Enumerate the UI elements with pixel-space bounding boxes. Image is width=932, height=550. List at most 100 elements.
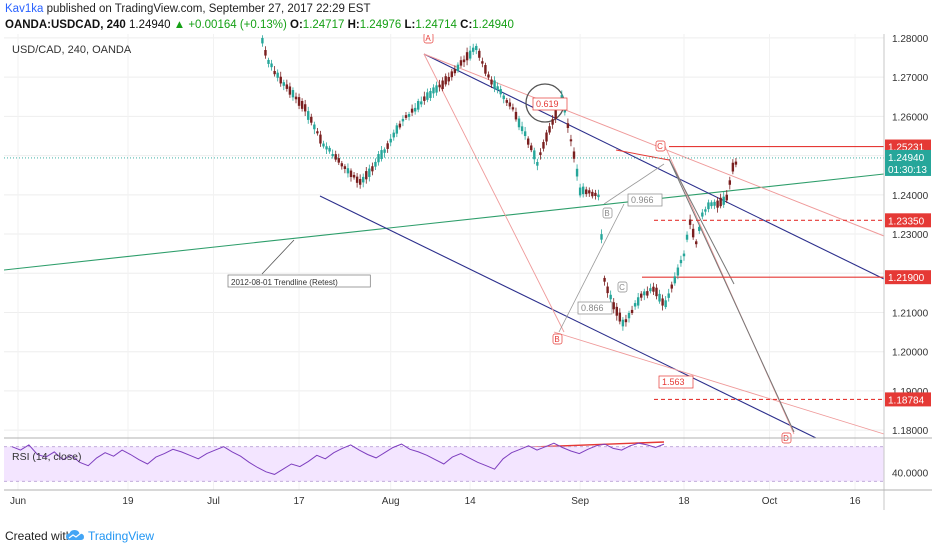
candle-body bbox=[612, 302, 615, 310]
trendline-2012 bbox=[3, 173, 885, 271]
last-price: 1.24940 bbox=[128, 19, 171, 31]
candle-body bbox=[279, 76, 282, 84]
candle-body bbox=[673, 276, 677, 284]
wave-label: B bbox=[554, 335, 559, 344]
candle-body bbox=[548, 126, 551, 133]
candle-body bbox=[432, 87, 435, 94]
candle-body bbox=[603, 277, 606, 282]
price-level-tag bbox=[885, 213, 931, 228]
candle-body bbox=[517, 118, 521, 128]
candle-body bbox=[679, 259, 683, 264]
candle-body bbox=[545, 132, 548, 142]
candle-body bbox=[728, 180, 732, 185]
candle-body bbox=[303, 104, 307, 112]
candle-body bbox=[346, 168, 350, 174]
candle-body bbox=[435, 85, 438, 93]
chart-title: USD/CAD, 240, OANDA bbox=[12, 44, 132, 56]
ohlc-line: OANDA:USDCAD, 240 1.24940 ▲ +0.00164 (+0… bbox=[5, 19, 514, 31]
open-value: 1.24717 bbox=[302, 19, 345, 31]
candle-body bbox=[578, 187, 582, 196]
candle-body bbox=[713, 201, 716, 206]
price-tick-label: 1.26000 bbox=[892, 112, 929, 123]
candle-body bbox=[423, 96, 426, 101]
candle-body bbox=[322, 143, 325, 147]
candle-body bbox=[646, 291, 649, 296]
tradingview-link[interactable]: TradingView bbox=[88, 529, 155, 543]
candle-body bbox=[313, 124, 316, 130]
candle-body bbox=[581, 186, 585, 195]
time-tick-label: 17 bbox=[293, 496, 305, 507]
candle-body bbox=[658, 293, 661, 302]
time-tick-label: 16 bbox=[850, 496, 862, 507]
chart-area[interactable]: 1.280001.270001.260001.250001.240001.230… bbox=[3, 32, 932, 510]
price-level-tag bbox=[885, 392, 931, 407]
countdown-label: 01:30:13 bbox=[888, 165, 927, 176]
channel-lower bbox=[319, 195, 817, 439]
candle-body bbox=[475, 45, 478, 51]
candle-body bbox=[508, 102, 512, 107]
candle-body bbox=[722, 196, 725, 205]
close-label: C: bbox=[460, 19, 473, 31]
candle-body bbox=[600, 234, 603, 240]
footer: Created with TradingView bbox=[0, 510, 932, 550]
wave-label: B bbox=[604, 209, 609, 218]
candle-body bbox=[698, 226, 701, 231]
candle-body bbox=[371, 166, 374, 172]
candle-body bbox=[459, 60, 463, 66]
candle-body bbox=[374, 161, 377, 167]
candle-body bbox=[731, 162, 735, 172]
close-value: 1.24940 bbox=[472, 19, 514, 31]
candle-body bbox=[462, 59, 466, 63]
rsi-tick-label: 40.0000 bbox=[892, 469, 929, 480]
candle-body bbox=[429, 90, 432, 98]
candle-body bbox=[551, 119, 554, 125]
candle-body bbox=[300, 100, 304, 109]
candle-body bbox=[297, 97, 301, 106]
candle-body bbox=[710, 202, 713, 207]
candle-body bbox=[685, 234, 689, 240]
time-tick-label: Aug bbox=[382, 496, 400, 507]
candle-body bbox=[377, 154, 380, 163]
candle-body bbox=[392, 132, 395, 138]
candle-body bbox=[505, 100, 508, 103]
wave-label: A bbox=[425, 34, 431, 43]
fib-label-box bbox=[627, 193, 663, 207]
candle-body bbox=[575, 168, 579, 177]
candle-body bbox=[682, 253, 686, 257]
candle-body bbox=[407, 114, 411, 117]
price-change: ▲ +0.00164 (+0.13%) bbox=[173, 19, 287, 31]
price-axis: 1.280001.270001.260001.250001.240001.230… bbox=[892, 34, 929, 437]
projection-arrow-2 bbox=[668, 158, 795, 433]
candle-body bbox=[438, 84, 441, 88]
price-tick-label: 1.24000 bbox=[892, 191, 929, 202]
fib-label: 0.966 bbox=[631, 195, 654, 205]
candle-body bbox=[633, 303, 637, 307]
candle-body bbox=[398, 123, 402, 128]
candle-body bbox=[667, 293, 670, 298]
fib-label: 0.619 bbox=[536, 99, 559, 109]
price-level-tag bbox=[885, 270, 931, 285]
candle-body bbox=[563, 109, 567, 113]
candle-body bbox=[520, 126, 524, 132]
candle-body bbox=[334, 154, 337, 160]
price-chart-svg[interactable]: 1.280001.270001.260001.250001.240001.230… bbox=[3, 32, 932, 510]
candle-body bbox=[316, 131, 319, 134]
candle-body bbox=[355, 176, 359, 183]
candle-body bbox=[288, 86, 292, 95]
high-value: 1.24976 bbox=[359, 19, 402, 31]
candle-body bbox=[618, 312, 622, 322]
projection-arrow-1 bbox=[668, 158, 735, 285]
wave-label: C bbox=[619, 283, 625, 292]
publish-info: Kav1ka published on TradingView.com, Sep… bbox=[5, 3, 370, 15]
candle-body bbox=[691, 228, 695, 238]
fib-label-box bbox=[577, 301, 613, 315]
candle-body bbox=[349, 170, 353, 178]
candle-body bbox=[441, 80, 444, 90]
author-link[interactable]: Kav1ka bbox=[5, 3, 44, 15]
candle-body bbox=[636, 297, 640, 306]
candle-body bbox=[340, 163, 344, 167]
grid bbox=[4, 34, 884, 490]
candle-body bbox=[624, 319, 628, 323]
candle-body bbox=[401, 118, 405, 122]
candle-body bbox=[643, 291, 646, 296]
